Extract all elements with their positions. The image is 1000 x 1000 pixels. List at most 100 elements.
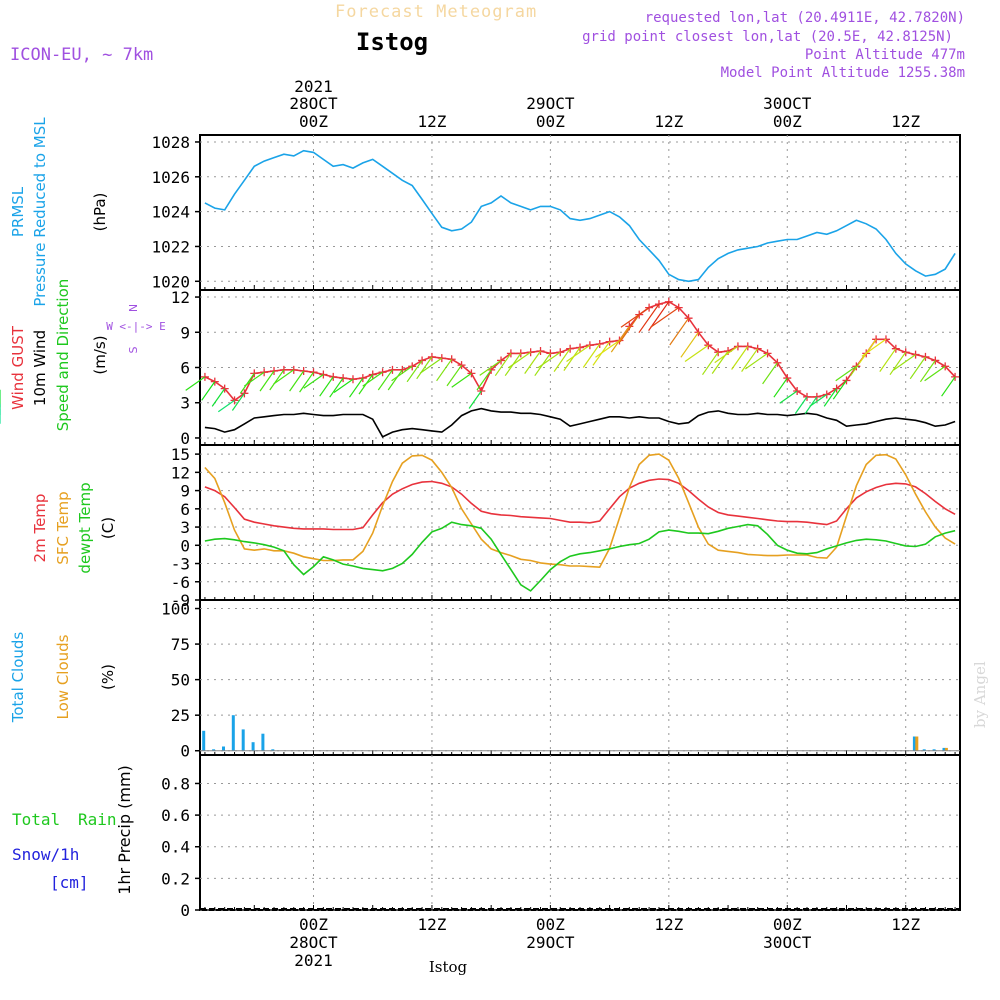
wind-arrow [211,388,226,407]
y-tick-label: 9 [180,323,190,342]
bottom-hour-label: 12Z [417,915,446,934]
gridpoint-coords: grid point closest lon,lat (20.5E, 42.81… [582,29,953,45]
panel-pressure [195,134,961,291]
wind-arrow [416,356,433,380]
precip-snow-unit: [cm] [50,873,89,892]
wind-arrow [702,351,719,376]
cloud-bar [241,729,245,751]
cloud-bar [944,747,948,751]
gust-marker [467,369,476,378]
wind-arrow [835,365,857,382]
wind-arrow [507,351,531,369]
wind-arrow [553,348,571,372]
clouds-unit-label: (%) [99,664,117,690]
wind-arrow [479,360,502,376]
y-tick-label: -9 [171,591,190,610]
wind-10m-label: 10m Wind [31,330,49,406]
cloud-bar [261,733,265,751]
top-hour-label: 12Z [417,112,446,131]
wind-arrow [419,357,443,374]
y-tick-label: 0.6 [161,806,190,825]
top-hour-label: 12Z [891,112,920,131]
top-date-label: 30OCT [763,94,812,113]
y-tick-label: 3 [180,394,190,413]
panel-wind [0,290,961,446]
bottom-hour-label: 00Z [773,915,802,934]
gust-marker [437,354,446,363]
cloud-bar [912,736,916,751]
prmsl-label: PRMSL [9,186,27,237]
wind-arrow [823,388,838,407]
gust-marker [210,377,219,386]
wind-arrow [680,331,699,358]
wind-arrow [909,356,926,380]
footer-location: Istog [429,958,468,976]
y-tick-label: -6 [171,573,190,592]
wind-arrow [595,340,620,358]
bottom-hour-label: 12Z [891,915,920,934]
precip-total-label: Total [12,810,60,829]
wind-arrow [879,348,897,372]
cloud-bar [915,736,919,751]
gust-marker [427,352,436,361]
bottom-hour-label: 12Z [654,915,683,934]
temp-dew-label: dewpt Temp [76,482,94,573]
gust-marker [299,367,308,376]
gust-marker [783,374,792,383]
wind-arrow [259,370,275,392]
y-tick-label: 0.2 [161,869,190,888]
series-line-sfc-temp [204,453,956,569]
cloud-bar [212,749,216,751]
wind-unit-label: (m/s) [91,335,109,374]
y-tick-label: 0 [180,901,190,920]
wind-arrow [889,351,907,376]
wind-arrow [809,394,828,407]
gust-marker [743,342,752,351]
precip-rain-label: Rain [78,810,117,829]
wind-arrow [446,364,463,387]
y-tick-label: 1022 [151,237,190,256]
wind-arrow [436,358,453,382]
wind-arrow [714,345,739,364]
gust-marker [931,356,940,365]
gust-marker [733,342,742,351]
gust-marker [309,368,318,377]
y-tick-label: 75 [171,635,190,654]
wind-arrow [619,314,640,343]
total-clouds-label: Total Clouds [9,632,27,724]
y-tick-label: 0 [180,742,190,761]
bottom-date-label: 29OCT [526,933,575,952]
wind-arrow [773,377,788,398]
temp-sfc-label: SFC Temp [54,491,72,564]
wind-arrow [832,380,847,400]
y-tick-label: 15 [171,445,190,464]
top-hour-label: 12Z [654,112,683,131]
wind-arrow [273,369,295,385]
precip-unit-label: 1hr Precip (mm) [115,765,134,895]
wind-arrow [744,352,768,370]
wind-arrow [476,369,492,391]
gust-marker [329,372,338,381]
gust-marker [595,340,604,349]
cloud-bar [202,730,206,751]
gust-marker [358,374,367,383]
wind-arrow [924,365,946,382]
wind-arrow [794,396,808,414]
wind-arrow [387,369,403,391]
wind-arrow [391,365,413,382]
wind-arrow [217,399,235,413]
gust-marker [339,374,348,383]
gust-marker [526,348,535,357]
wind-arrow [406,360,423,383]
y-tick-label: 12 [171,463,190,482]
wind-arrow [362,371,383,387]
panel-temperature [195,444,961,601]
gust-marker [793,386,802,395]
top-hour-label: 00Z [773,112,802,131]
bottom-hour-label: 00Z [299,915,328,934]
cloud-bar [231,715,235,751]
wind-arrow [243,371,265,387]
bottom-date-label: 28OCT [289,933,338,952]
gust-marker [447,355,456,364]
top-date-label: 29OCT [526,94,575,113]
